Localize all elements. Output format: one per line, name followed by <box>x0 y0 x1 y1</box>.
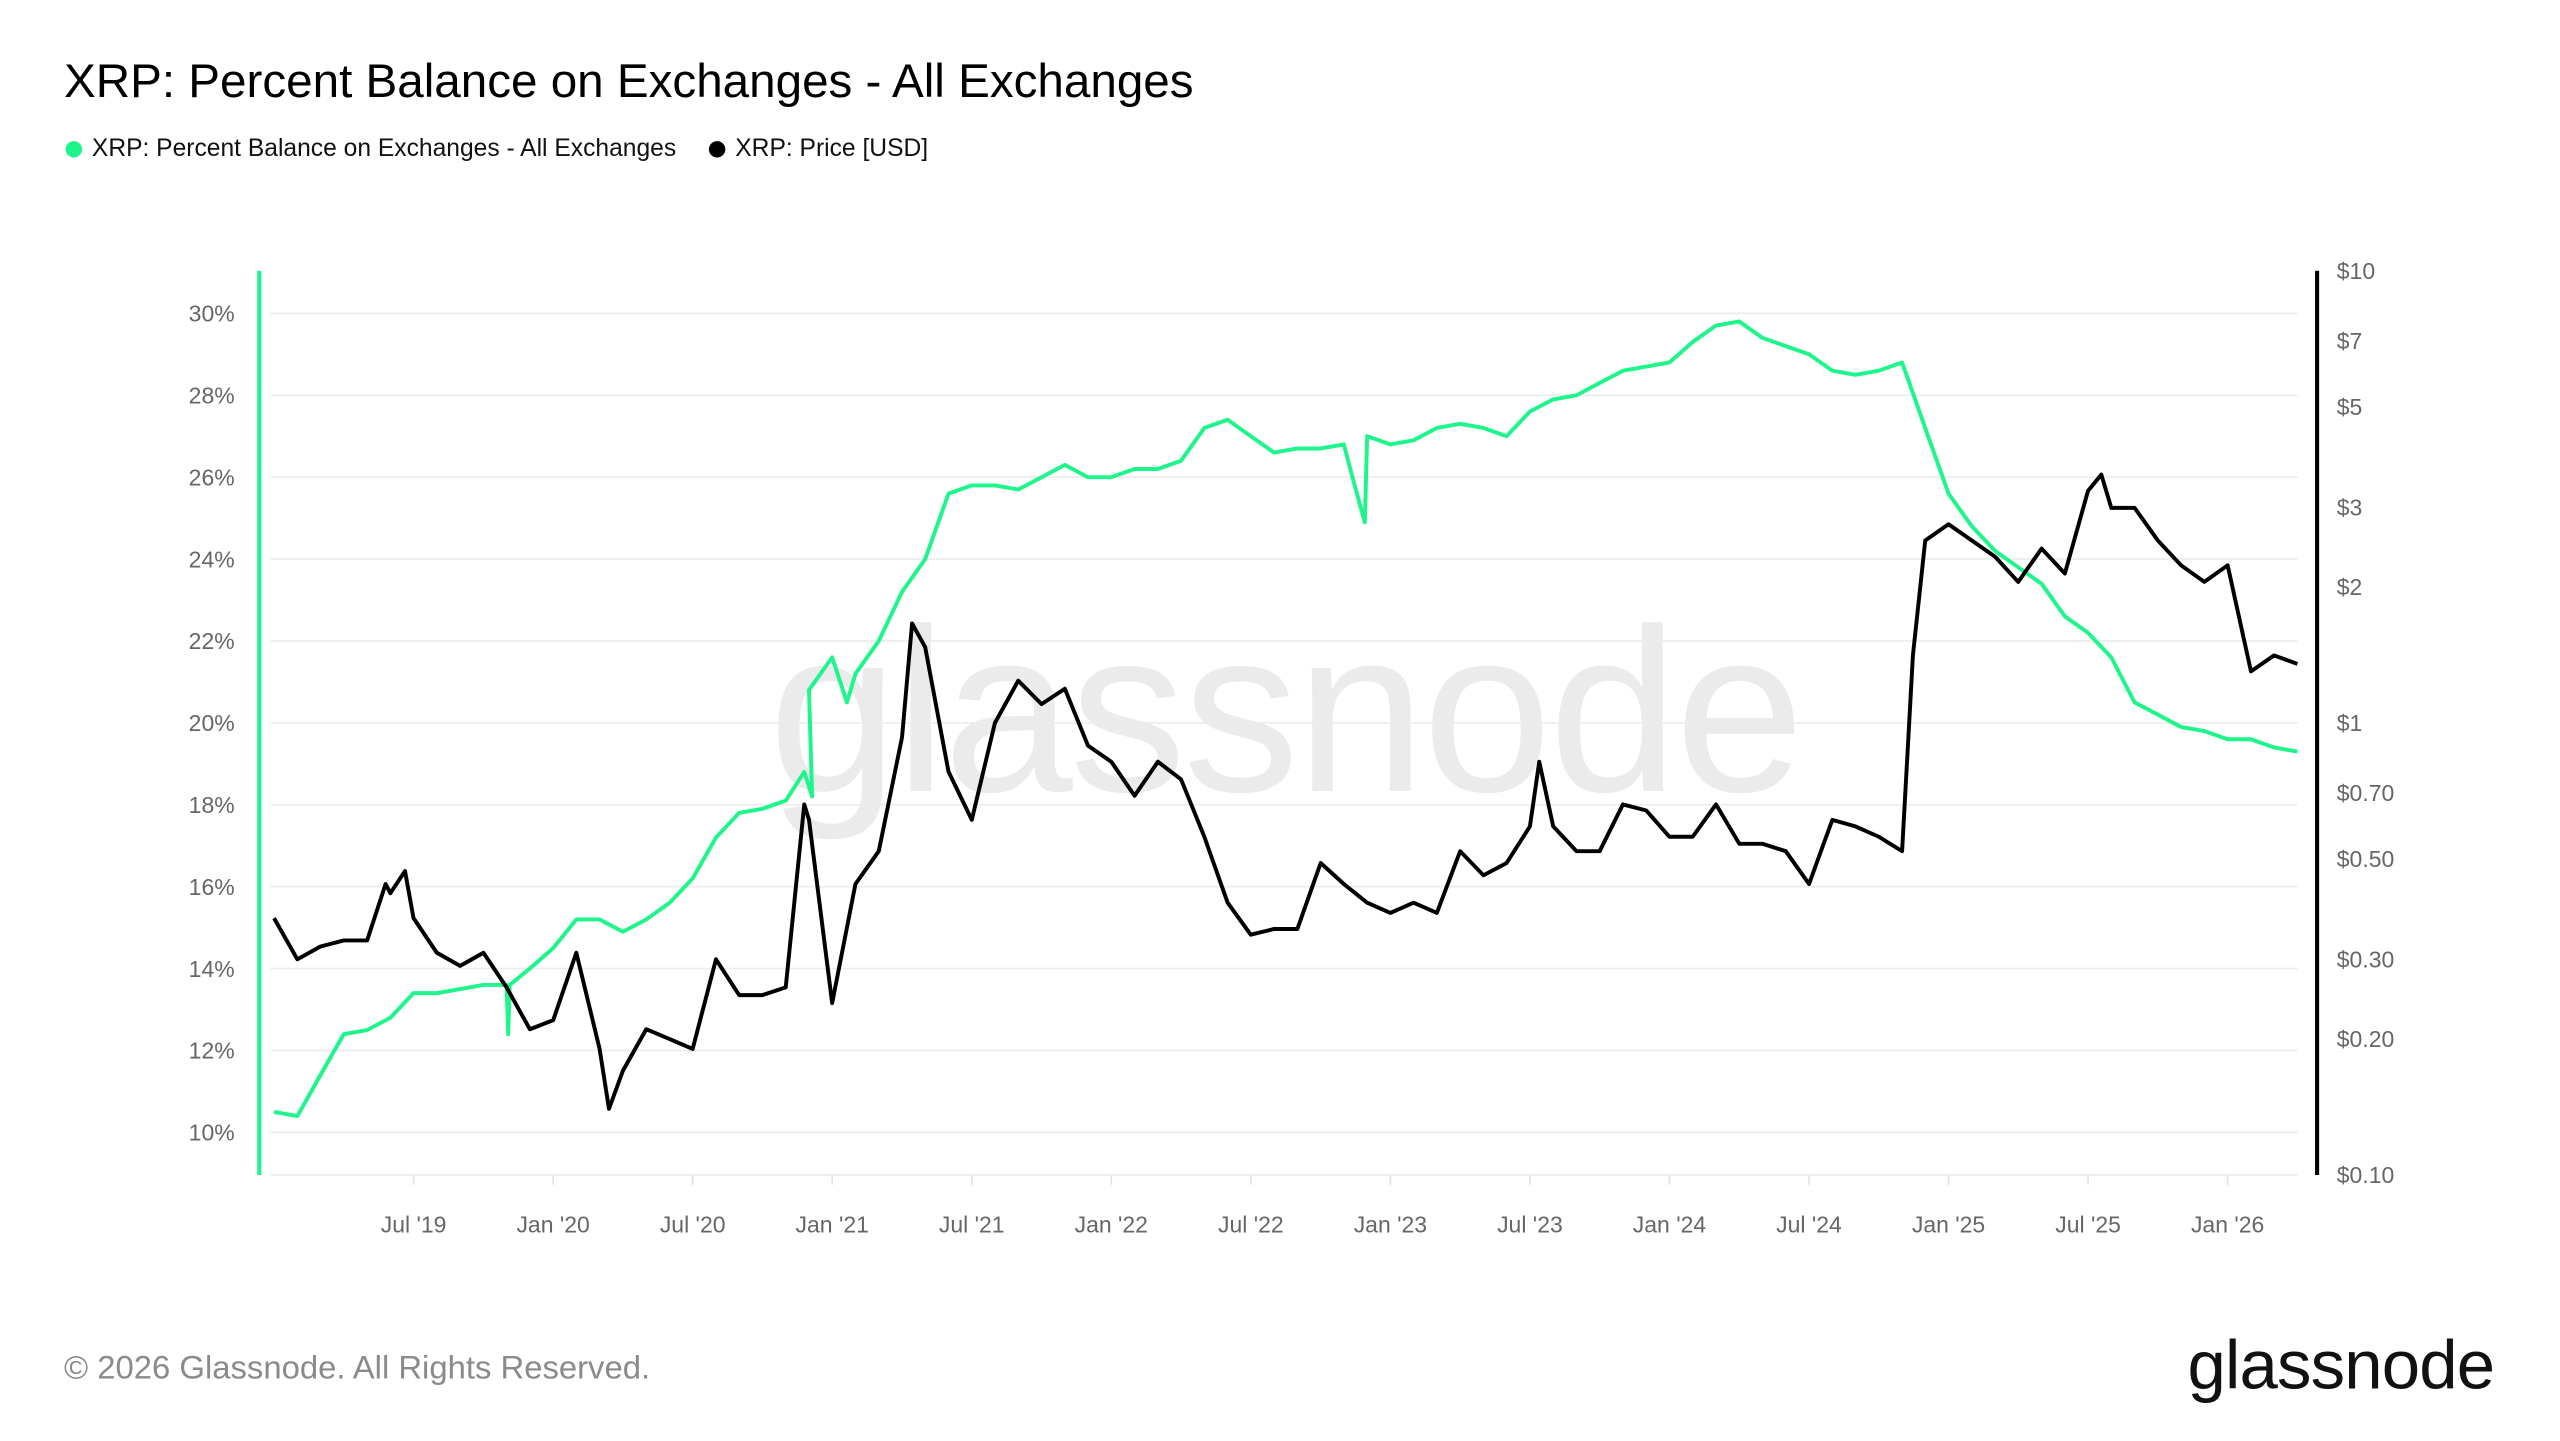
x-tick-label: Jul '25 <box>2055 1211 2121 1237</box>
y-right-tick-label: $2 <box>2337 574 2363 600</box>
x-tick-label: Jul '24 <box>1776 1211 1842 1237</box>
x-tick-label: Jan '25 <box>1912 1211 1985 1237</box>
x-tick-label: Jan '22 <box>1075 1211 1148 1237</box>
y-right-tick-label: $5 <box>2337 394 2363 420</box>
y-left-tick-label: 30% <box>189 301 235 327</box>
y-right-tick-label: $0.50 <box>2337 846 2394 872</box>
y-left-tick-label: 26% <box>189 464 235 490</box>
page-title: XRP: Percent Balance on Exchanges - All … <box>63 55 1194 109</box>
legend-item-price[interactable]: XRP: Price [USD] <box>708 134 929 163</box>
series-line-price <box>272 472 2299 1111</box>
x-tick-label: Jul '22 <box>1218 1211 1284 1237</box>
legend-item-balance[interactable]: XRP: Percent Balance on Exchanges - All … <box>65 134 677 163</box>
legend-dot-black <box>708 140 726 157</box>
y-right-tick-label: $10 <box>2337 258 2375 284</box>
x-tick-label: Jan '26 <box>2191 1211 2264 1237</box>
watermark: glassnode <box>768 581 1801 841</box>
y-right-tick-label: $1 <box>2337 710 2363 736</box>
y-left-tick-label: 22% <box>189 628 235 654</box>
y-left-tick-label: 16% <box>189 874 235 900</box>
legend: XRP: Percent Balance on Exchanges - All … <box>65 134 929 163</box>
y-right-tick-label: $0.70 <box>2337 780 2394 806</box>
x-tick-label: Jan '21 <box>796 1211 869 1237</box>
y-left-tick-label: 24% <box>189 546 235 572</box>
x-tick-label: Jul '23 <box>1497 1211 1563 1237</box>
glassnode-logo: glassnode <box>2187 1325 2495 1404</box>
y-left-tick-label: 12% <box>189 1038 235 1064</box>
y-left-tick-label: 28% <box>189 382 235 408</box>
x-tick-label: Jan '24 <box>1633 1211 1707 1237</box>
series-line-balance <box>273 319 2298 1119</box>
y-right-tick-label: $7 <box>2337 328 2363 354</box>
y-right-tick-label: $3 <box>2337 494 2363 520</box>
x-tick-label: Jul '21 <box>939 1211 1005 1237</box>
y-right-tick-label: $0.10 <box>2337 1162 2394 1188</box>
y-left-tick-label: 10% <box>189 1120 235 1146</box>
x-tick-label: Jan '20 <box>516 1211 589 1237</box>
y-left-tick-label: 20% <box>189 710 235 736</box>
legend-dot-green <box>65 140 83 157</box>
y-left-tick-label: 14% <box>189 956 235 982</box>
x-tick-label: Jan '23 <box>1354 1211 1427 1237</box>
legend-label: XRP: Percent Balance on Exchanges - All … <box>91 134 677 163</box>
y-right-tick-label: $0.30 <box>2337 946 2394 972</box>
x-tick-label: Jul '19 <box>381 1211 447 1237</box>
y-right-tick-label: $0.20 <box>2337 1026 2394 1052</box>
copyright: © 2026 Glassnode. All Rights Reserved. <box>63 1350 651 1387</box>
y-left-tick-label: 18% <box>189 792 235 818</box>
x-tick-label: Jul '20 <box>660 1211 726 1237</box>
legend-label: XRP: Price [USD] <box>735 134 929 163</box>
